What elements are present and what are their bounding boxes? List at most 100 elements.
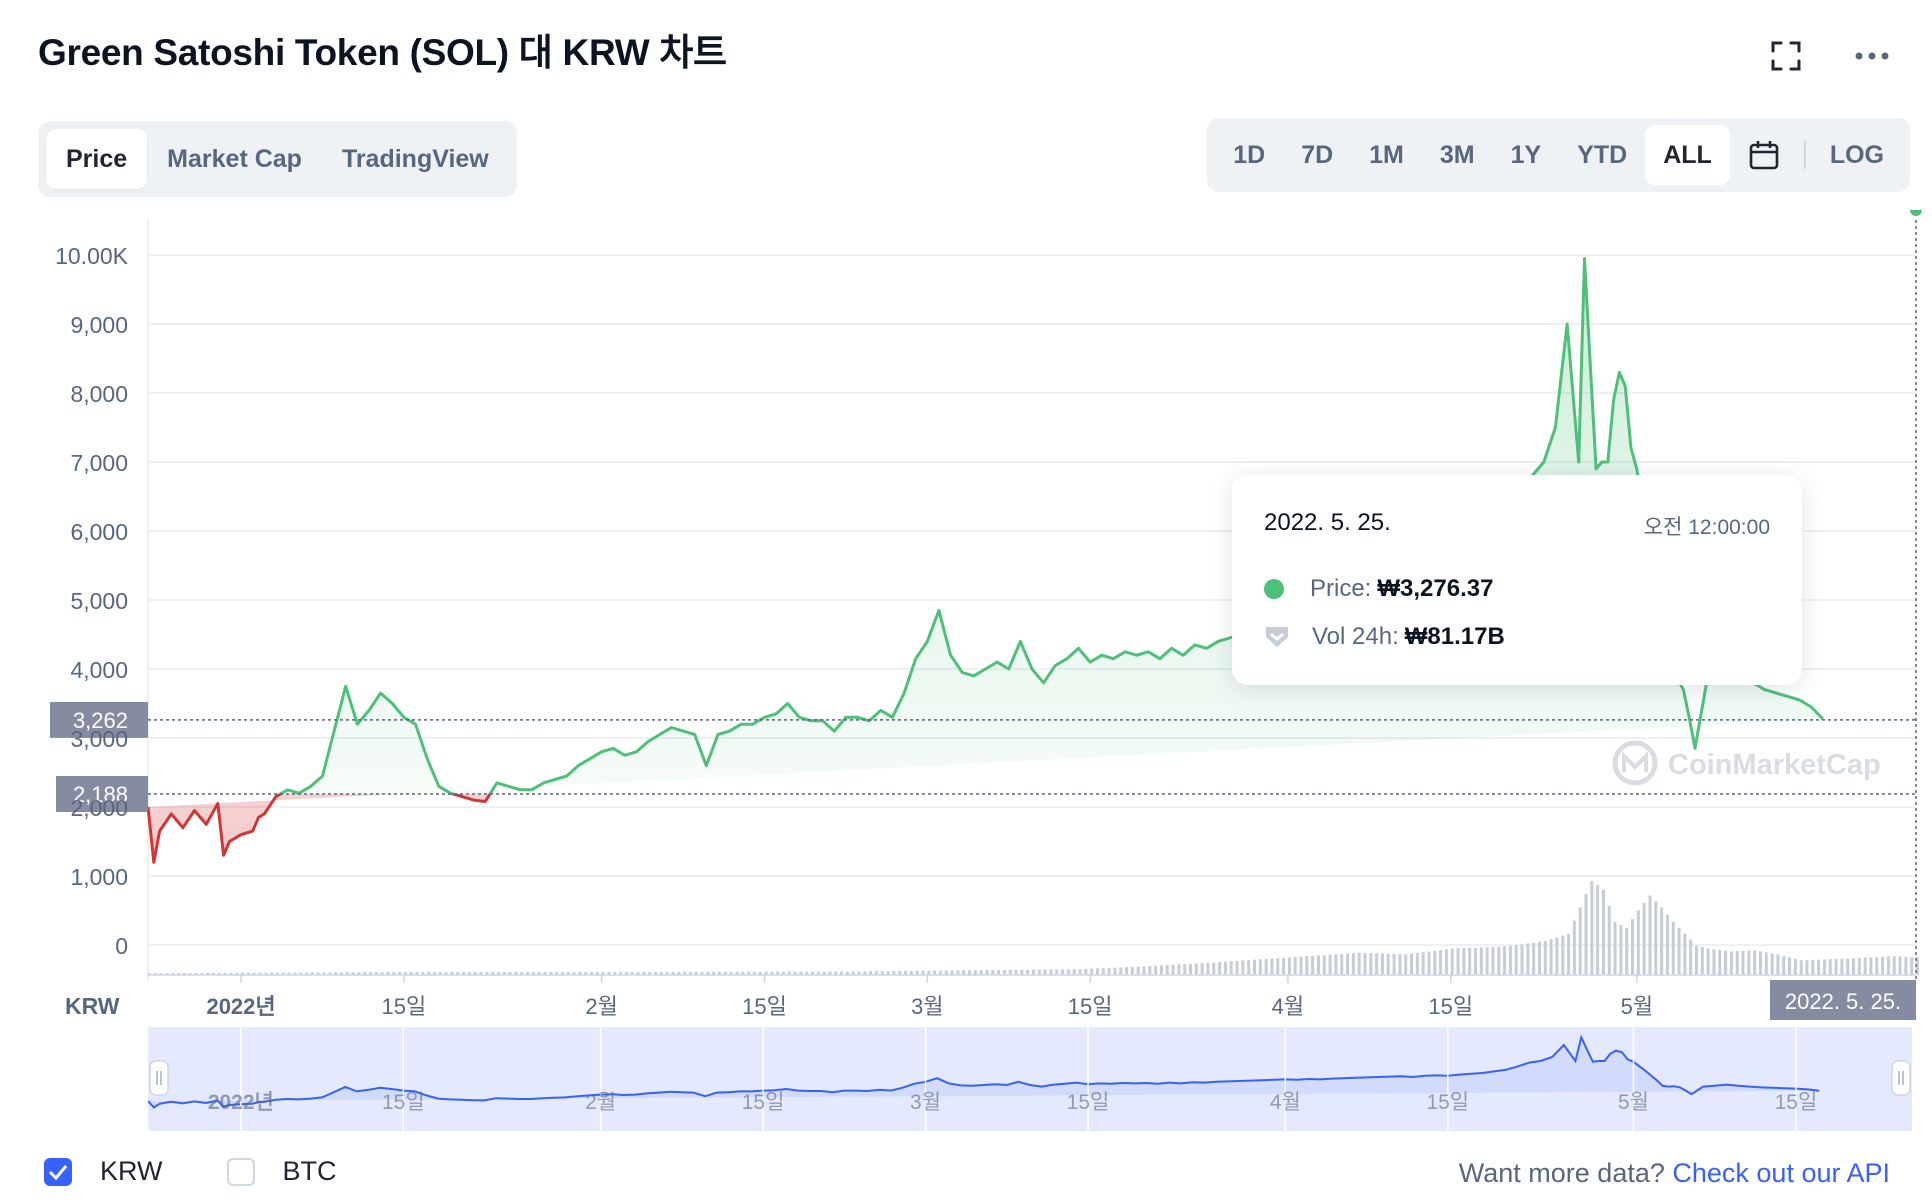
volume-bar [1020,969,1024,975]
volume-bar [1817,959,1821,975]
currency-legend: KRW BTC [44,1156,401,1187]
volume-bar [1631,919,1635,975]
volume-bar [1822,959,1826,975]
range-3m[interactable]: 3M [1439,140,1475,169]
btc-checkbox[interactable] [226,1157,255,1186]
tab-price[interactable]: Price [46,129,148,189]
volume-bar [834,971,838,975]
volume-bar [1840,958,1844,975]
api-link[interactable]: Check out our API [1672,1158,1890,1188]
volume-bar [1892,956,1896,975]
volume-bar [270,972,274,975]
volume-bar [438,972,442,975]
range-navigator[interactable]: 2022년 15일 2월 15일 3월 15일 4월 15일 5월 15일 [148,1027,1912,1131]
volume-bar [1753,950,1757,975]
volume-bar [188,973,192,975]
api-promo-text: Want more data? [1458,1158,1673,1188]
volume-bar [427,972,431,975]
volume-bar [1468,947,1472,975]
volume-bar [1869,957,1873,975]
calendar-icon[interactable] [1730,125,1798,185]
navigator-tick-label: 15일 [1426,1091,1469,1114]
range-1y[interactable]: 1Y [1510,140,1542,169]
volume-bar [845,971,849,975]
volume-bar [729,971,733,975]
navigator-handle-left[interactable] [149,1060,169,1096]
volume-bar [1520,944,1524,975]
volume-bar [1363,952,1367,975]
currency-axis-label: KRW [65,993,120,1019]
price-area-down [148,794,490,863]
volume-bar [1305,956,1309,975]
volume-bar [712,971,716,975]
volume-bar [299,972,303,975]
krw-checkbox[interactable] [44,1157,72,1186]
volume-bar [973,970,977,975]
volume-bar [1282,957,1286,975]
volume-bar [264,972,268,975]
volume-bar [758,971,762,975]
volume-bar [380,972,384,975]
x-tick-label: 5월 [1621,994,1653,1019]
volume-bar [1322,955,1326,975]
range-all[interactable]: ALL [1645,125,1730,185]
volume-bar [1706,948,1710,975]
tooltip-price-value: ₩3,276.37 [1377,575,1494,602]
volume-bar [1450,948,1454,975]
volume-bar [590,972,593,975]
volume-bar [392,972,396,975]
log-toggle[interactable]: LOG [1829,140,1884,169]
volume-bar [950,970,954,975]
range-1m[interactable]: 1M [1369,140,1404,169]
range-ytd[interactable]: YTD [1577,140,1628,169]
volume-bar [1677,927,1681,975]
volume-bars [148,880,1919,975]
volume-bar [1008,969,1012,975]
volume-bar [1410,953,1414,975]
volume-bar [345,972,349,975]
more-icon[interactable] [1854,38,1890,74]
volume-bar [1444,949,1448,975]
volume-bar [805,971,809,975]
volume-bar [467,972,471,975]
volume-bar [811,971,814,975]
volume-bar [1055,969,1059,975]
tab-tradingview[interactable]: TradingView [341,144,489,173]
volume-bar [1107,967,1111,975]
navigator-area [148,1037,1820,1108]
volume-bar [386,972,390,975]
volume-bar [1828,959,1832,975]
volume-bar [520,972,524,975]
volume-bar [1584,894,1588,975]
volume-bar [840,971,844,975]
volume-bar [1590,880,1594,975]
volume-bar [1194,963,1198,975]
volume-bar [1875,957,1879,975]
volume-bar [508,972,512,975]
chart-type-tabs: Price Market Cap TradingView [38,121,517,197]
volume-bar [1601,889,1605,975]
volume-bar [1456,948,1460,975]
volume-bar [1578,907,1582,975]
volume-bar [1642,902,1646,975]
y-tick-label: 9,000 [70,312,128,338]
range-7d[interactable]: 7D [1301,140,1334,169]
volume-bar [1037,969,1041,975]
volume-bar [1258,959,1262,975]
volume-bar [444,972,448,975]
krw-label: KRW [100,1156,163,1186]
volume-bar [1898,956,1902,975]
tab-market-cap[interactable]: Market Cap [167,144,302,173]
volume-bar [217,972,221,975]
volume-bar [1095,968,1099,975]
volume-bar [1287,957,1291,975]
tooltip-volume-value: ₩81.17B [1404,623,1505,650]
volume-bar [252,972,256,975]
volume-bar [659,971,663,975]
navigator-handle-right[interactable] [1891,1060,1911,1096]
fullscreen-icon[interactable] [1768,38,1804,74]
range-1d[interactable]: 1D [1233,140,1266,169]
volume-bar [1613,922,1617,975]
volume-bar [1549,939,1553,975]
volume-bar [1433,950,1437,975]
